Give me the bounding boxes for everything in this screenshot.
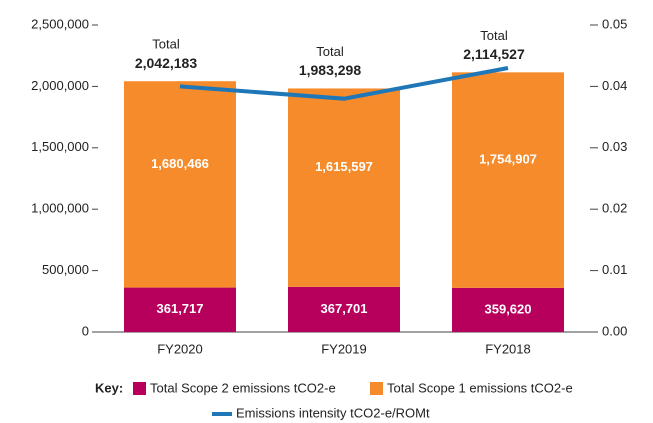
- y-tick-label: 2,000,000: [31, 78, 89, 93]
- bar-value-label: 359,620: [485, 301, 532, 316]
- y-tick-label: 1,500,000: [31, 139, 89, 154]
- legend-label: Total Scope 1 emissions tCO2-e: [387, 380, 573, 395]
- y-tick-label: 0: [82, 323, 89, 338]
- legend-label: Total Scope 2 emissions tCO2-e: [150, 380, 336, 395]
- bar-value-label: 1,680,466: [151, 156, 209, 171]
- legend-key: Key:: [95, 380, 123, 395]
- x-tick-label: FY2020: [157, 341, 203, 356]
- y-tick-label: 500,000: [42, 262, 89, 277]
- y2-tick-label: 0.02: [602, 201, 627, 216]
- total-label: 2,114,527: [463, 46, 525, 62]
- bar-value-label: 361,717: [157, 301, 204, 316]
- legend-swatch: [370, 382, 383, 395]
- bar: [124, 81, 236, 288]
- legend-swatch: [133, 382, 146, 395]
- total-caption: Total: [316, 44, 344, 59]
- bar: [288, 88, 400, 287]
- bar-value-label: 367,701: [321, 301, 368, 316]
- x-tick-label: FY2018: [485, 341, 531, 356]
- legend-label: Emissions intensity tCO2-e/ROMt: [236, 405, 430, 420]
- total-caption: Total: [152, 37, 180, 52]
- total-label: 1,983,298: [299, 62, 361, 78]
- bar: [452, 287, 564, 332]
- bar: [124, 287, 236, 332]
- x-tick-label: FY2019: [321, 341, 367, 356]
- y2-tick-label: 0.01: [602, 262, 627, 277]
- bar: [288, 286, 400, 332]
- y-tick-label: 1,000,000: [31, 201, 89, 216]
- bar: [452, 72, 564, 288]
- line: [179, 66, 509, 101]
- total-label: 2,042,183: [135, 55, 197, 71]
- y-tick-label: 2,500,000: [31, 16, 89, 31]
- y2-tick-label: 0.04: [602, 78, 627, 93]
- y2-tick-label: 0.03: [602, 139, 627, 154]
- total-caption: Total: [480, 28, 508, 43]
- y2-tick-label: 0.00: [602, 323, 627, 338]
- y2-tick-label: 0.05: [602, 16, 627, 31]
- bar-value-label: 1,754,907: [479, 152, 537, 167]
- bar-value-label: 1,615,597: [315, 159, 373, 174]
